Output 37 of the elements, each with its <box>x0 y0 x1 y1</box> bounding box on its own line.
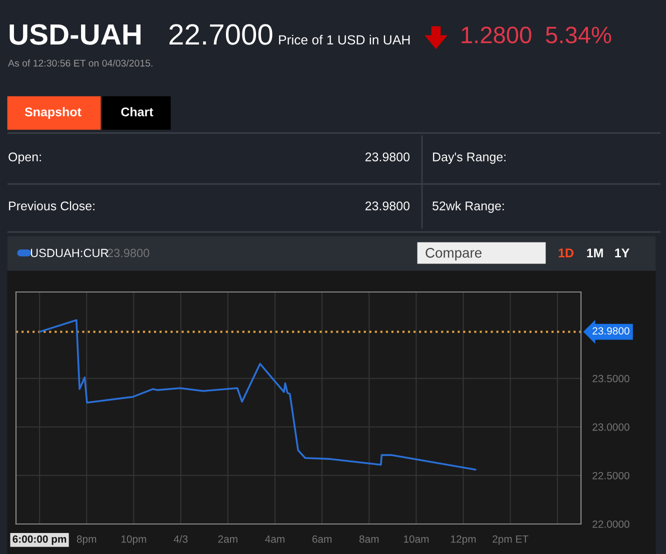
x-tick-label: 6am <box>312 535 332 543</box>
text: 5.34% <box>546 26 612 44</box>
y-tick-label: 22.5000 <box>592 472 630 480</box>
text: 23.9800 <box>108 248 150 258</box>
text: Compare <box>426 248 482 260</box>
x-tick-label: 2pm ET <box>492 535 528 545</box>
text: 1Y <box>615 248 630 258</box>
text: Chart <box>121 107 154 116</box>
x-tick-label: 2am <box>218 535 238 543</box>
line-series <box>38 319 476 471</box>
chart-title: USD-UAH <box>10 24 141 45</box>
y-tick-label: 22.0000 <box>592 520 630 528</box>
text: Snapshot <box>24 107 82 119</box>
text: 1.2800 <box>462 26 532 44</box>
text: 23.9800 <box>365 202 410 210</box>
x-tick-label: 12pm <box>451 535 476 545</box>
text: As of 12:30:56 ET on 04/03/2015. <box>8 59 152 67</box>
y-tick-label: 23.5000 <box>592 374 630 382</box>
legend-label: USDUAH:CUR <box>30 248 108 258</box>
x-tick-label: 10pm <box>121 535 146 545</box>
x-tick-label: 4am <box>265 535 284 543</box>
x-tick-label: 4/3 <box>174 535 188 543</box>
text: Price of 1 USD in UAH <box>279 34 410 45</box>
y-tick-label: 23.0000 <box>592 423 630 431</box>
text: Previous Close: <box>9 201 94 210</box>
text: 52wk Range: <box>432 201 504 213</box>
text: Open: <box>8 152 41 164</box>
text: 1M <box>587 248 603 258</box>
text: Day's Range: <box>433 152 506 164</box>
text: 1D <box>558 248 574 258</box>
x-tick-label: 8am <box>359 535 379 543</box>
text: 23.9800 <box>365 152 410 162</box>
x-tick-label: 8pm <box>76 535 96 545</box>
text: 22.7000 <box>169 24 272 45</box>
ref-line-label: 23.9800 <box>592 327 630 335</box>
x-tick-label: 10am <box>404 535 429 543</box>
x-tick-label: 6:00:00 pm <box>12 535 66 545</box>
